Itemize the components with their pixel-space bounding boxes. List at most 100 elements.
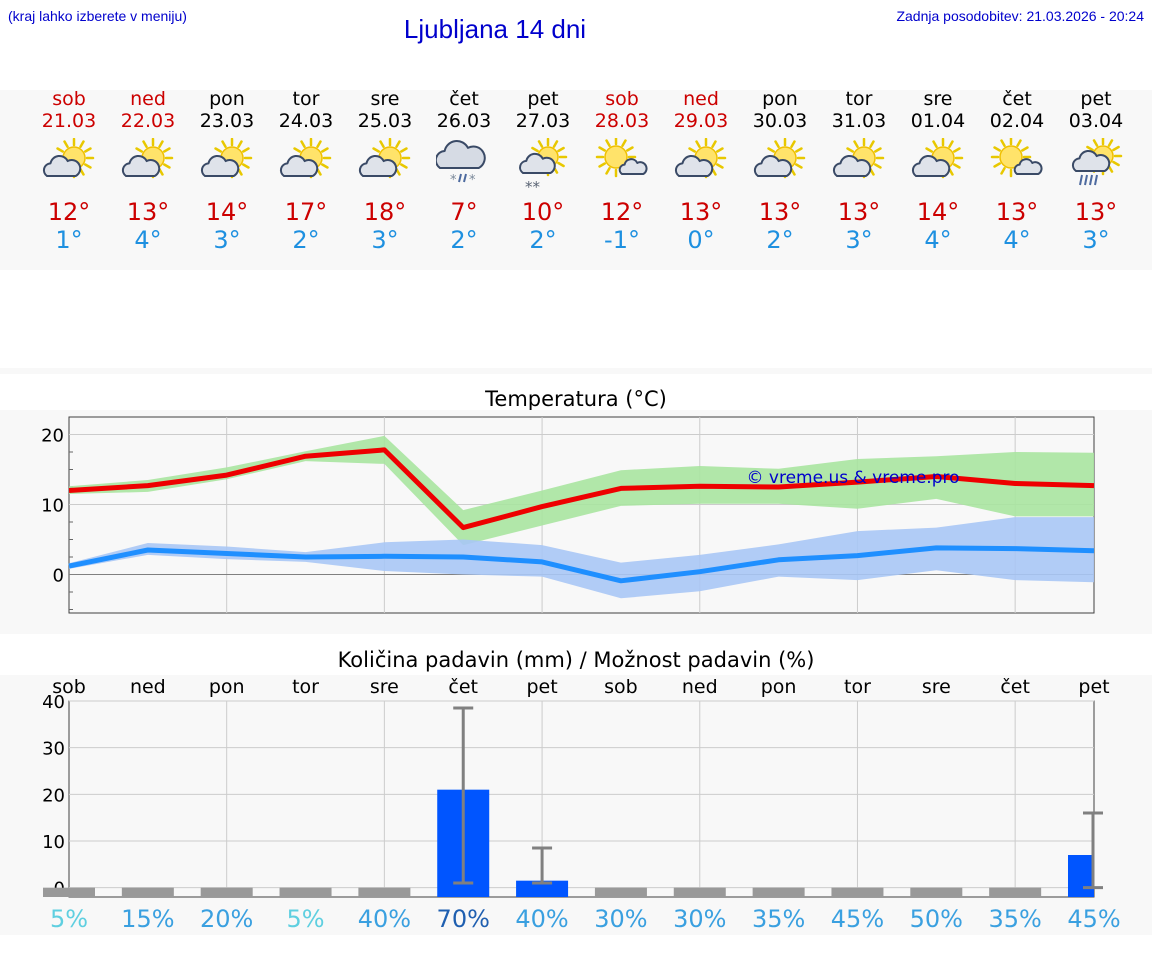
day-date: 02.04 [989, 110, 1045, 132]
x-day-label: pon [761, 676, 797, 698]
temp-min: 2° [766, 226, 794, 254]
precipitation-bar [831, 887, 884, 897]
partly-cloudy-icon [358, 138, 411, 179]
temp-min: 4° [134, 226, 162, 254]
y-tick-label: 20 [41, 426, 64, 447]
day-name: sob [52, 88, 86, 110]
temp-max: 13° [837, 198, 881, 226]
partly-cloudy-icon [42, 138, 95, 179]
svg-text:*: * [450, 173, 457, 188]
day-column: sob 21.03 12° 1° [30, 88, 109, 254]
precipitation-probability: 40% [358, 905, 411, 933]
x-day-label: ned [682, 676, 718, 698]
precipitation-probability: 45% [1067, 905, 1120, 933]
day-name: sre [923, 88, 953, 110]
y-tick-label: 10 [41, 496, 64, 517]
precipitation-probability: 20% [200, 905, 253, 933]
day-column: ned 22.03 13° 4° [109, 88, 188, 254]
last-updated: Zadnja posodobitev: 21.03.2026 - 20:24 [896, 8, 1144, 24]
precipitation-chart-title: Količina padavin (mm) / Možnost padavin … [337, 648, 815, 672]
day-name: pon [762, 88, 798, 110]
temp-min: 3° [213, 226, 241, 254]
temp-min: 4° [1003, 226, 1031, 254]
precipitation-chart: sob ned pon tor sre čet pet sob ned pon tor sre čet p… [42, 676, 1121, 933]
forecast-strip-background [0, 90, 1152, 270]
x-day-label: sob [52, 676, 86, 698]
svg-text:*: * [469, 173, 476, 188]
day-date: 23.03 [199, 110, 255, 132]
day-column: sre 25.03 18° 3° [346, 88, 425, 254]
day-date: 29.03 [673, 110, 729, 132]
temp-max: 10° [521, 198, 565, 226]
temp-min: 2° [292, 226, 320, 254]
day-date: 27.03 [515, 110, 571, 132]
precipitation-bar [673, 887, 726, 897]
day-date: 21.03 [41, 110, 97, 132]
partly-cloudy-icon [832, 138, 885, 179]
day-name: ned [130, 88, 166, 110]
day-column: pet 27.03 ** 10° 2° [504, 88, 583, 254]
day-date: 26.03 [436, 110, 492, 132]
temp-max: 18° [363, 198, 407, 226]
y-tick-label: 40 [42, 692, 65, 713]
day-name: pon [209, 88, 245, 110]
x-day-label: sre [922, 676, 951, 698]
x-day-label: čet [1000, 676, 1030, 698]
precipitation-probability: 5% [286, 905, 324, 933]
day-name: čet [449, 88, 479, 110]
temp-min: 0° [687, 226, 715, 254]
day-date: 30.03 [752, 110, 808, 132]
temp-min: 2° [450, 226, 478, 254]
day-column: tor 31.03 13° 3° [820, 88, 899, 254]
x-day-label: čet [448, 676, 478, 698]
temp-max: 12° [47, 198, 91, 226]
day-date: 31.03 [831, 110, 887, 132]
precipitation-bar [43, 887, 95, 897]
day-column: pon 23.03 14° 3° [188, 88, 267, 254]
temperature-max-line [68, 447, 1095, 531]
forecast-days: sob 21.03 12° 1° ned 22.03 13° 4° pon 23.03 14° 3° t… [0, 88, 1152, 268]
precipitation-probability: 35% [752, 905, 805, 933]
temp-max: 17° [284, 198, 328, 226]
day-column: sre 01.04 14° 4° [899, 88, 978, 254]
partly-cloudy-icon [279, 138, 332, 179]
day-date: 01.04 [910, 110, 966, 132]
day-column: pon 30.03 13° 2° [741, 88, 820, 254]
temp-max: 13° [679, 198, 723, 226]
partly-cloudy-icon [753, 138, 806, 179]
day-column: ned 29.03 13° 0° [662, 88, 741, 254]
y-tick-label: 20 [42, 785, 65, 806]
temp-max: 13° [126, 198, 170, 226]
day-name: tor [845, 88, 873, 110]
temperature-chart-title: Temperatura (°C) [485, 387, 667, 411]
day-name: čet [1002, 88, 1032, 110]
day-column: čet 02.04 13° 4° [978, 88, 1057, 254]
temp-max: 13° [1074, 198, 1118, 226]
sun-cloud-snow-icon: ** [519, 138, 568, 188]
y-tick-label: 30 [42, 739, 65, 760]
partly-cloudy-icon [200, 138, 253, 179]
precipitation-bar [358, 887, 411, 897]
x-day-label: ned [130, 676, 166, 698]
day-name: tor [292, 88, 320, 110]
precipitation-bar [1068, 855, 1094, 897]
x-day-label: tor [292, 676, 319, 698]
temperature-min-band [69, 517, 1094, 599]
temperature-min-line [68, 545, 1095, 584]
plot-area [68, 700, 1095, 898]
precipitation-probability: 30% [673, 905, 726, 933]
precipitation-bar [594, 887, 647, 897]
divider [0, 368, 1152, 374]
day-date: 24.03 [278, 110, 334, 132]
day-date: 25.03 [357, 110, 413, 132]
day-date: 22.03 [120, 110, 176, 132]
temp-max: 14° [205, 198, 249, 226]
precipitation-bar [752, 887, 805, 897]
day-name: sre [370, 88, 400, 110]
precipitation-probability: 35% [988, 905, 1041, 933]
svg-text:**: ** [525, 178, 541, 188]
partly-cloudy-icon [911, 138, 964, 179]
page-title: Ljubljana 14 dni [403, 14, 587, 44]
precipitation-bar [200, 887, 253, 897]
day-name: ned [683, 88, 719, 110]
